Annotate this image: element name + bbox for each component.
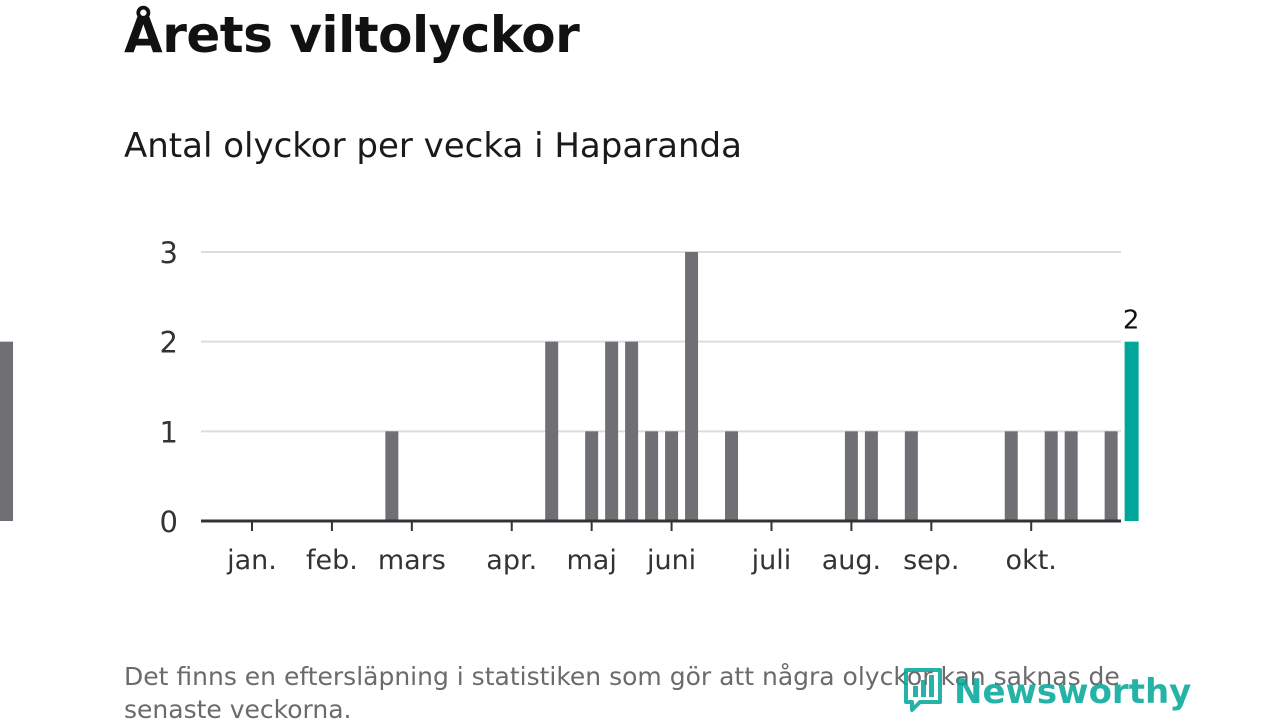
x-tick-label: juli: [751, 545, 792, 576]
y-tick-label: 0: [160, 505, 178, 539]
footnote: Det finns en eftersläpning i statistiken…: [124, 662, 1120, 724]
bar: [0, 341, 13, 521]
bar: [844, 431, 858, 521]
brand-logo[interactable]: Newsworthy: [902, 668, 1191, 716]
x-tick-label: aug.: [822, 545, 881, 576]
x-tick-label: sep.: [903, 545, 959, 576]
bar: [585, 431, 599, 521]
bar: [605, 341, 619, 521]
bar: [385, 431, 399, 521]
bar: [625, 341, 639, 521]
chart-title: Årets viltolyckor: [124, 6, 580, 64]
bar: [1104, 431, 1118, 521]
x-tick-label: feb.: [306, 545, 358, 576]
x-tick-label: jan.: [226, 545, 277, 576]
bar: [1044, 431, 1058, 521]
x-tick-label: apr.: [486, 545, 537, 576]
x-tick-label: juni: [646, 545, 696, 576]
brand-name: Newsworthy: [954, 672, 1192, 712]
bar-chart: 0 1 2 3 2 jan. feb. mars apr. maj juni juli aug. sep.…: [0, 236, 1140, 576]
bar: [904, 431, 918, 521]
bar: [1064, 431, 1078, 521]
chart-subtitle: Antal olyckor per vecka i Haparanda: [124, 126, 742, 166]
x-tick-label: mars: [378, 545, 446, 576]
highlight-bar: [1124, 341, 1139, 521]
newsworthy-logo-icon: [902, 666, 944, 718]
data-label: 2: [1123, 306, 1140, 336]
bar: [665, 431, 679, 521]
bar: [685, 252, 699, 521]
bar: [864, 431, 878, 521]
bar: [645, 431, 659, 521]
y-tick-label: 2: [160, 326, 178, 360]
x-tick-label: maj: [566, 545, 616, 576]
bar: [1004, 431, 1018, 521]
bar: [725, 431, 739, 521]
y-tick-label: 1: [160, 415, 178, 449]
y-tick-label: 3: [160, 236, 178, 270]
bar: [545, 341, 559, 521]
x-tick-label: okt.: [1006, 545, 1057, 576]
